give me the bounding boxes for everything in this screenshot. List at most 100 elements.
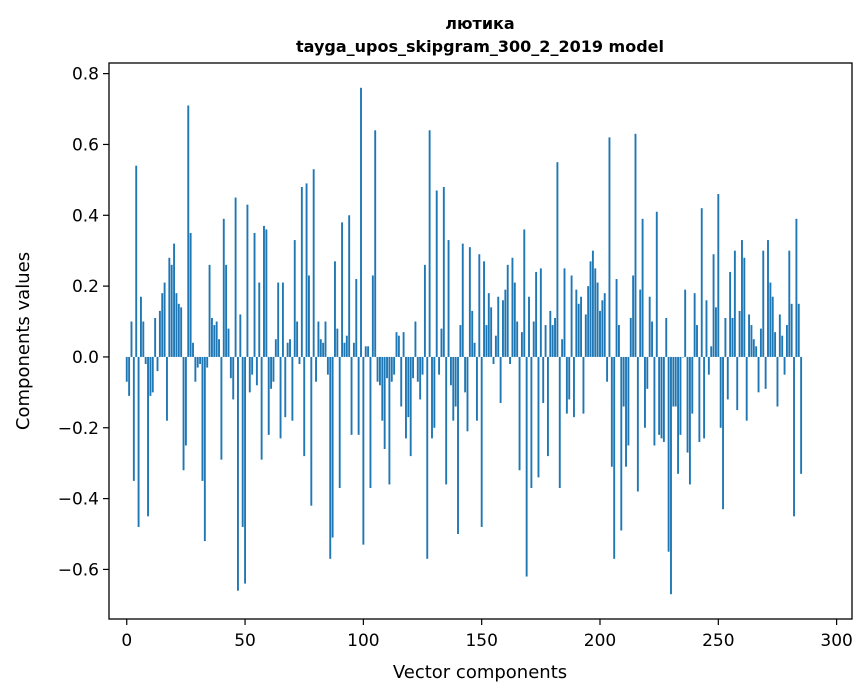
bar	[149, 356, 152, 396]
bar	[679, 356, 682, 435]
bar	[556, 162, 559, 357]
bar	[634, 133, 637, 357]
bar	[518, 356, 521, 471]
bar	[717, 194, 720, 357]
bar	[480, 356, 483, 527]
bar	[464, 356, 467, 393]
bar	[577, 303, 580, 357]
bar	[620, 356, 623, 531]
bar	[532, 321, 535, 357]
bar	[670, 356, 672, 595]
x-tick-label: 250	[702, 631, 734, 651]
bar	[296, 321, 299, 357]
bar	[551, 325, 554, 357]
bar	[438, 356, 441, 375]
bar	[303, 356, 306, 457]
x-axis-label: Vector components	[393, 662, 567, 683]
bar	[258, 282, 261, 357]
bar	[135, 165, 138, 357]
bar	[599, 310, 601, 357]
bar	[726, 356, 729, 400]
y-tick-label: 0.4	[72, 206, 99, 226]
bar	[767, 240, 769, 357]
bar	[388, 356, 391, 485]
bar	[644, 356, 646, 428]
bar	[151, 356, 154, 393]
bar	[769, 282, 772, 357]
bar	[272, 356, 275, 382]
bar	[393, 356, 396, 375]
bar	[502, 300, 504, 357]
bar	[741, 240, 743, 357]
bar	[466, 356, 469, 432]
bar	[606, 356, 609, 382]
bar	[712, 254, 715, 357]
bar	[473, 342, 476, 357]
bar	[700, 208, 703, 357]
bar	[764, 356, 767, 389]
bar	[582, 356, 585, 414]
bar	[158, 310, 161, 357]
bar	[591, 250, 594, 357]
bar	[350, 356, 353, 435]
bar	[405, 356, 407, 439]
bar	[184, 356, 187, 446]
bar	[412, 356, 415, 379]
bar	[449, 356, 452, 386]
bar	[369, 356, 372, 488]
bar	[580, 296, 583, 357]
bar	[189, 232, 192, 357]
bar	[610, 356, 613, 467]
bar	[639, 289, 642, 357]
bar	[371, 275, 374, 357]
bar	[565, 356, 568, 414]
bar	[750, 325, 753, 357]
bar	[220, 356, 223, 460]
bar	[270, 356, 273, 389]
bar	[210, 317, 213, 357]
bar	[180, 307, 183, 357]
bar	[575, 289, 578, 357]
bar	[506, 264, 509, 357]
bar	[471, 310, 474, 357]
bar	[759, 328, 762, 357]
bar	[376, 356, 379, 382]
bar	[714, 307, 717, 357]
bar	[163, 282, 166, 357]
bar	[265, 229, 268, 357]
bar	[251, 356, 254, 375]
bar	[329, 356, 332, 559]
bar	[698, 356, 701, 442]
bar	[672, 356, 675, 407]
bar	[334, 261, 336, 357]
bar	[651, 321, 653, 357]
bar	[225, 264, 228, 357]
bar	[192, 342, 194, 357]
bar	[615, 279, 618, 357]
bar	[281, 282, 284, 357]
bar	[246, 204, 249, 357]
bar	[199, 356, 202, 365]
bar	[783, 356, 786, 375]
x-tick-label: 200	[584, 631, 616, 651]
bar	[352, 342, 355, 357]
bar	[523, 229, 526, 357]
bar	[374, 130, 377, 357]
bar	[537, 356, 540, 478]
bar	[570, 275, 573, 357]
x-tick-label: 100	[347, 631, 379, 651]
bar	[357, 356, 360, 435]
bar	[426, 356, 429, 559]
bar	[336, 328, 339, 357]
y-axis-ticks: −0.6 −0.4 −0.2 0.0 0.2 0.4 0.6 0.8	[58, 65, 109, 580]
bar	[222, 218, 225, 357]
bar	[658, 356, 661, 435]
bar	[774, 332, 777, 357]
bar	[324, 321, 327, 357]
chart-title: лютика	[445, 14, 514, 33]
bar	[381, 356, 384, 421]
bar	[383, 356, 386, 450]
bar	[691, 356, 694, 414]
bar	[520, 332, 523, 357]
bar	[390, 356, 393, 382]
